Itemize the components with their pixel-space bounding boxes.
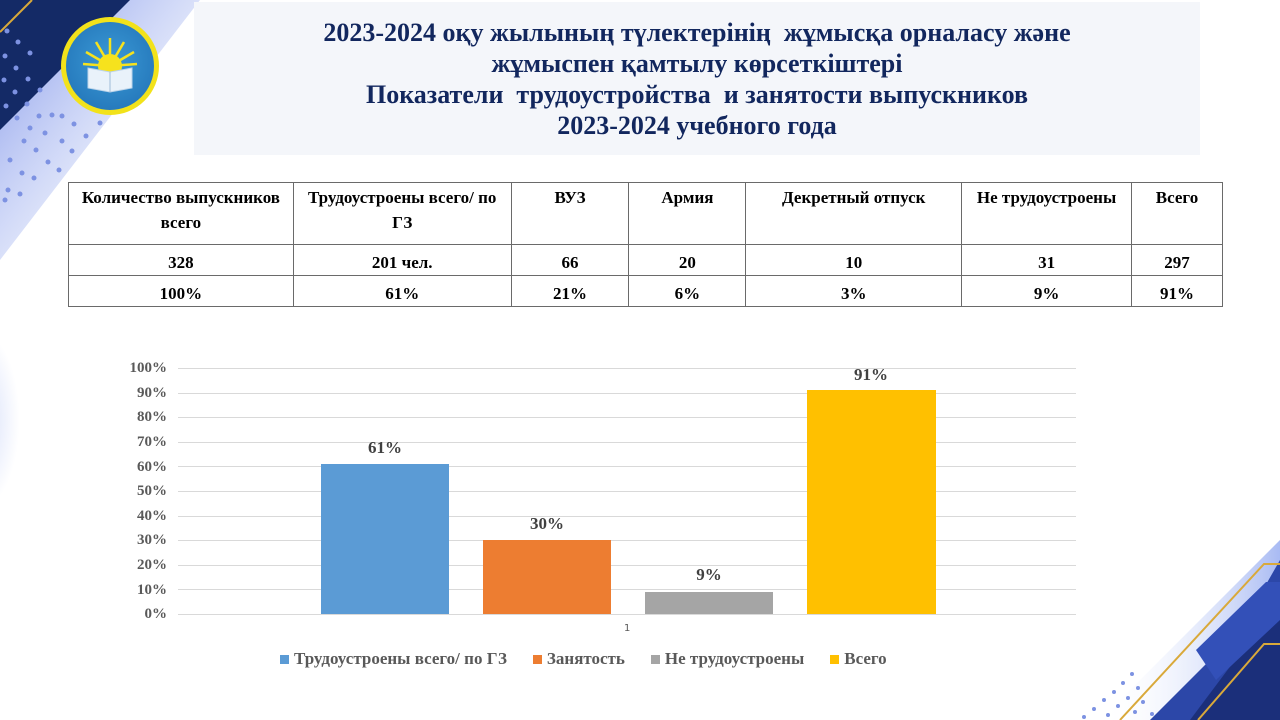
count-total: 297 (1131, 244, 1223, 276)
header-army: Армия (628, 182, 747, 245)
legend-item-not-employed: Не трудоустроены (650, 649, 805, 669)
legend-swatch-gray (650, 654, 660, 664)
legend-label: Не трудоустроены (664, 649, 805, 668)
legend-swatch-orange (532, 654, 542, 664)
title-line-kazakh-1: 2023-2024 оқу жылының түлектерінің жұмыс… (323, 17, 1071, 47)
header-not-employed: Не трудоустроены (961, 182, 1133, 245)
bar-label-total: 91% (854, 365, 888, 384)
count-army: 20 (628, 244, 747, 276)
bar-label-employed: 61% (368, 438, 402, 457)
legend-swatch-blue (280, 654, 289, 664)
slide-title: 2023-2024 оқу жылының түлектерінің жұмыс… (194, 2, 1200, 155)
percent-maternity-leave: 3% (745, 275, 963, 307)
y-tick-90: 90% (137, 385, 167, 401)
college-logo (61, 17, 159, 115)
gridline (178, 393, 1076, 394)
gridline (178, 565, 1076, 566)
decorative-glow-left (0, 330, 20, 510)
legend-label: Всего (844, 649, 887, 668)
header-university: ВУЗ (510, 182, 630, 245)
legend-item-total: Всего (830, 649, 887, 669)
chart-legend: Трудоустроены всего/ по ГЗ Занятость Не … (280, 649, 887, 669)
header-employed: Трудоустроены всего/ по ГЗ (292, 182, 512, 245)
gridline (178, 516, 1076, 517)
y-tick-0: 0% (144, 606, 168, 622)
percent-not-employed: 9% (961, 275, 1133, 307)
legend-item-employed: Трудоустроены всего/ по ГЗ (280, 649, 507, 669)
title-line-russian-2: 2023-2024 учебного года (557, 110, 837, 140)
count-total-graduates: 328 (68, 244, 294, 276)
percent-employed: 61% (292, 275, 512, 307)
college-emblem-icon (66, 22, 154, 110)
y-tick-30: 30% (137, 532, 167, 548)
gridline (178, 589, 1076, 590)
header-total-graduates: Количество выпускников всего (68, 182, 294, 245)
x-axis-line (178, 614, 1076, 615)
percent-total-graduates: 100% (68, 275, 294, 307)
bar-label-employment-rate: 30% (530, 514, 564, 533)
employment-bar-chart: 100% 90% 80% 70% 60% 50% 40% 30% 20% 10%… (110, 355, 1090, 675)
y-tick-40: 40% (137, 508, 167, 524)
bar-not-employed (645, 592, 773, 614)
y-tick-100: 100% (129, 360, 168, 376)
header-maternity-leave: Декретный отпуск (745, 182, 963, 245)
bar-employed (321, 464, 449, 614)
count-employed: 201 чел. (292, 244, 512, 276)
y-tick-80: 80% (137, 409, 167, 425)
y-tick-50: 50% (137, 483, 167, 499)
legend-label: Занятость (546, 649, 625, 668)
bar-total (807, 390, 936, 614)
percent-university: 21% (510, 275, 630, 307)
header-total: Всего (1131, 182, 1223, 245)
y-tick-60: 60% (137, 459, 167, 475)
x-category-label: 1 (624, 623, 631, 634)
count-not-employed: 31 (961, 244, 1133, 276)
gridline (178, 540, 1076, 541)
title-line-kazakh-2: жұмыспен қамтылу көрсеткіштері (491, 48, 903, 78)
legend-swatch-yellow (830, 654, 840, 664)
table-row-counts: 328 201 чел. 66 20 10 31 297 (68, 244, 1223, 276)
legend-label: Трудоустроены всего/ по ГЗ (294, 649, 507, 668)
percent-army: 6% (628, 275, 747, 307)
title-line-russian-1: Показатели трудоустройства и занятости в… (365, 79, 1029, 109)
y-tick-20: 20% (137, 557, 167, 573)
gridline (178, 417, 1076, 418)
gridline (178, 442, 1076, 443)
y-tick-70: 70% (137, 434, 167, 450)
table-header-row: Количество выпускников всего Трудоустрое… (68, 182, 1223, 245)
percent-total: 91% (1131, 275, 1223, 307)
bar-label-not-employed: 9% (696, 565, 722, 584)
gridline (178, 368, 1076, 369)
gridline (178, 466, 1076, 467)
bar-employment-rate (483, 540, 611, 614)
table-row-percents: 100% 61% 21% 6% 3% 9% 91% (68, 275, 1223, 307)
count-maternity-leave: 10 (745, 244, 963, 276)
count-university: 66 (510, 244, 630, 276)
y-tick-10: 10% (137, 582, 167, 598)
legend-item-employment-rate: Занятость (532, 649, 625, 669)
graduates-stats-table: Количество выпускников всего Трудоустрое… (68, 182, 1223, 307)
gridline (178, 491, 1076, 492)
